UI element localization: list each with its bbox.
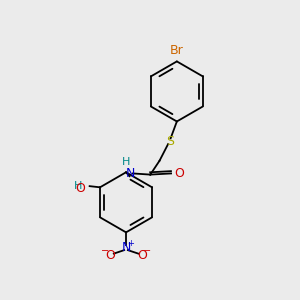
Text: N: N [121,241,131,254]
Text: O: O [174,167,184,180]
Text: +: + [127,239,134,248]
Text: N: N [126,167,135,180]
Text: S: S [166,135,174,148]
Text: O: O [75,182,85,195]
Text: −: − [101,246,109,256]
Text: O: O [137,249,147,262]
Text: H: H [74,181,83,191]
Text: −: − [143,246,152,256]
Text: Br: Br [170,44,184,57]
Text: H: H [122,157,130,167]
Text: O: O [105,249,115,262]
